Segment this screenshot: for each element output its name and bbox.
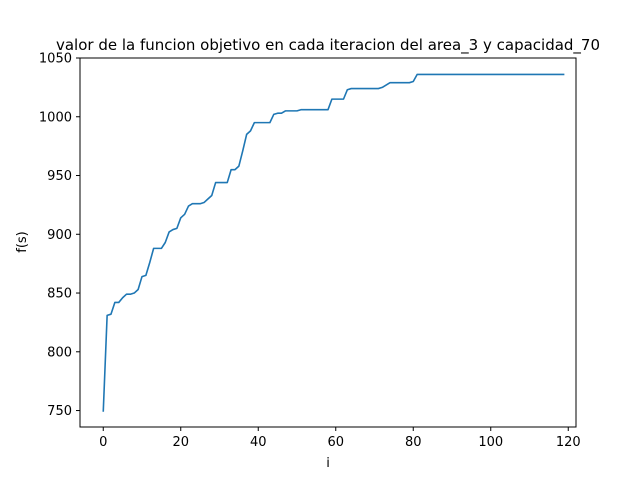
x-tick-label: 60	[327, 435, 344, 450]
x-tick-label: 80	[405, 435, 422, 450]
chart-title: valor de la funcion objetivo en cada ite…	[56, 36, 600, 55]
y-tick-label: 950	[47, 169, 72, 184]
ticks-layer: 0 20 40 60 80 100 120 750 800 850 900 950 1000 1050	[39, 52, 581, 451]
x-tick-label: 0	[99, 435, 107, 450]
y-tick-label: 800	[47, 345, 72, 360]
y-tick-label: 850	[47, 287, 72, 302]
y-tick-label: 1050	[39, 52, 72, 67]
y-tick-label: 900	[47, 228, 72, 243]
x-tick-label: 120	[556, 435, 581, 450]
x-tick-label: 20	[172, 435, 189, 450]
y-axis-label: f(s)	[15, 231, 30, 253]
plot-area	[80, 58, 576, 427]
plot-frame	[79, 57, 577, 428]
series-line	[102, 73, 565, 412]
x-tick-label: 40	[250, 435, 267, 450]
y-tick-label: 750	[47, 404, 72, 419]
x-axis-label: i	[326, 456, 330, 471]
x-tick-label: 100	[478, 435, 503, 450]
y-tick-label: 1000	[39, 110, 72, 125]
